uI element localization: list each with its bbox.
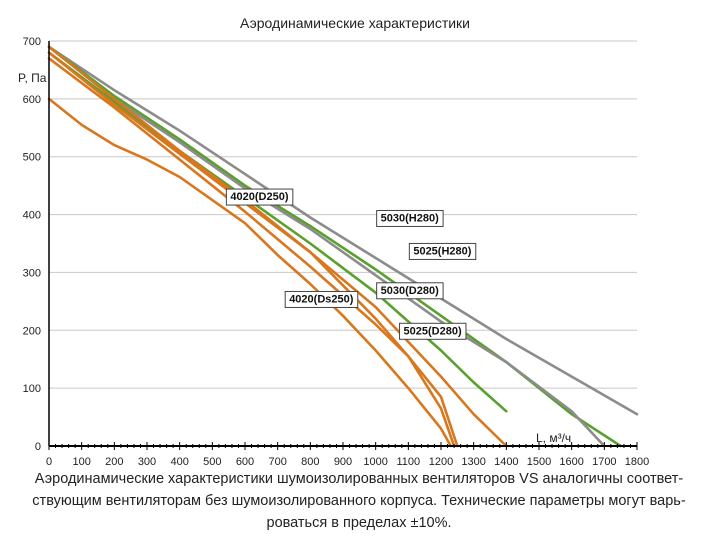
curve-label: 5025(H280) <box>408 242 477 260</box>
curve-label: 4020(Ds250) <box>284 290 359 308</box>
y-tick-label: 700 <box>23 36 41 48</box>
chart: Аэродинамические характеристики 5030(H28… <box>18 15 650 468</box>
x-tick-label: 200 <box>105 456 123 468</box>
x-tick-label: 1000 <box>363 456 387 468</box>
x-tick-label: 1700 <box>592 456 616 468</box>
x-tick-label: 900 <box>334 456 352 468</box>
y-tick-label: 0 <box>35 441 41 453</box>
curve-label: 5030(H280) <box>376 209 444 227</box>
curve-label: 4020(D250) <box>225 188 294 206</box>
x-tick-label: 1500 <box>527 456 551 468</box>
curve-label-box <box>376 282 444 300</box>
curves <box>47 45 639 448</box>
series-line-6 <box>47 57 459 448</box>
series-line-5 <box>47 51 508 448</box>
series-line-8 <box>47 97 453 448</box>
x-tick-label: 1800 <box>625 456 649 468</box>
x-tick-label: 1300 <box>461 456 485 468</box>
series-line-7 <box>47 45 456 448</box>
curve-label-box <box>284 290 359 308</box>
x-tick-label: 300 <box>138 456 156 468</box>
curve-label-text: 4020(D250) <box>230 191 288 203</box>
curve-label: 5025(D280) <box>399 322 467 340</box>
y-tick-label: 600 <box>23 94 41 106</box>
curve-labels: 5030(H280) 5025(H280) 4020(D250) 5030(D280)… <box>225 188 477 340</box>
y-tick-label: 500 <box>23 152 41 164</box>
curve-label-box <box>399 322 467 340</box>
caption-line-3: роваться в пределах ±10%. <box>266 515 452 531</box>
curve-label-text: 5030(H280) <box>381 212 439 224</box>
y-tick-label: 400 <box>23 210 41 222</box>
y-tick-label: 100 <box>23 383 41 395</box>
x-tick-label: 1400 <box>494 456 518 468</box>
axes: 0 100 200 300 400 500 600 700 0 100 200 300 400 500 60… <box>23 36 650 468</box>
x-tick-label: 1100 <box>397 456 421 468</box>
curve-label-text: 5025(H280) <box>413 245 471 257</box>
curve-label-box <box>225 188 294 206</box>
x-tick-label: 100 <box>72 456 90 468</box>
x-tick-label: 0 <box>46 456 52 468</box>
grid <box>49 40 637 389</box>
x-tick-label: 500 <box>203 456 221 468</box>
curve-label-text: 5025(D280) <box>404 325 462 337</box>
curve-label-text: 4020(Ds250) <box>289 293 354 305</box>
x-tick-label: 600 <box>236 456 254 468</box>
y-tick-label: 300 <box>23 267 41 279</box>
y-axis-label: P, Па <box>18 71 47 85</box>
x-tick-label: 700 <box>268 456 286 468</box>
caption: Аэродинамические характеристики шумоизол… <box>14 468 704 534</box>
x-tick-label: 800 <box>301 456 319 468</box>
x-axis-label: L, м³/ч <box>536 431 571 445</box>
curve-label-box <box>376 209 444 227</box>
x-tick-label: 1600 <box>559 456 583 468</box>
caption-line-2: ствующим вентиляторам без шумоизолирован… <box>32 493 686 509</box>
curve-label-text: 5030(D280) <box>381 285 439 297</box>
x-tick-label: 400 <box>170 456 188 468</box>
curve-label: 5030(D280) <box>376 282 444 300</box>
series-line-3 <box>47 45 606 448</box>
x-tick-label: 1200 <box>429 456 453 468</box>
series-line-4 <box>47 51 508 413</box>
chart-title: Аэродинамические характеристики <box>240 15 470 31</box>
curve-label-box <box>408 242 477 260</box>
series-line-1 <box>47 45 639 416</box>
series-line-2 <box>47 45 623 448</box>
caption-line-1: Аэродинамические характеристики шумоизол… <box>34 471 684 487</box>
y-tick-label: 200 <box>23 325 41 337</box>
